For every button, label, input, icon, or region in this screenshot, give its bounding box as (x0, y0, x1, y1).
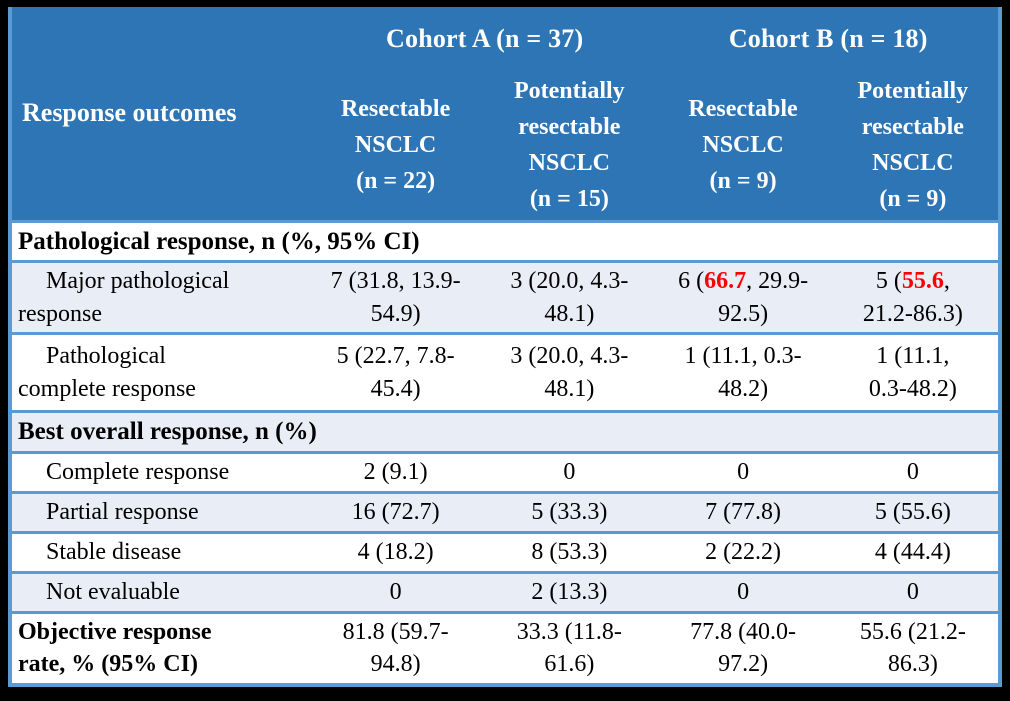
section-row-pathological-response: Pathological response, n (%, 95% CI) (10, 221, 1000, 262)
table-row-stable-disease: Stable disease 4 (18.2) 8 (53.3) 2 (22.2… (10, 532, 1000, 573)
black-frame: Response outcomes Cohort A (n = 37) Coho… (8, 7, 1002, 687)
row-label: Pathological complete response (10, 333, 311, 412)
table-row-major-pathological-response: Major pathological response 7 (31.8, 13.… (10, 261, 1000, 334)
data-cell: 1 (11.1, 0.3- 48.2) (658, 333, 828, 412)
data-cell: 5 (55.6, 21.2-86.3) (827, 261, 1000, 334)
subcolumn-header-row: Resectable NSCLC (n = 22) Potentially re… (10, 71, 1000, 221)
data-cell: 4 (18.2) (310, 532, 481, 573)
data-cell: 5 (22.7, 7.8- 45.4) (310, 333, 481, 412)
data-cell: 77.8 (40.0- 97.2) (658, 612, 828, 685)
table-row-complete-response: Complete response 2 (9.1) 0 0 0 (10, 452, 1000, 493)
data-cell: 1 (11.1, 0.3-48.2) (827, 333, 1000, 412)
data-cell: 33.3 (11.8- 61.6) (480, 612, 659, 685)
table-row-pathological-complete-response: Pathological complete response 5 (22.7, … (10, 333, 1000, 412)
column-header-potentially-resectable-b: Potentially resectable NSCLC (n = 9) (827, 71, 1000, 221)
cell-text: 5 ( (875, 268, 902, 295)
cell-text: , 29.9- 92.5) (718, 268, 809, 327)
section-row-best-overall-response: Best overall response, n (%) (10, 411, 1000, 453)
row-label: Partial response (10, 492, 311, 533)
data-cell: 0 (827, 452, 1000, 493)
row-label: Objective response rate, % (95% CI) (10, 612, 311, 685)
row-label: Complete response (10, 452, 311, 493)
table-row-not-evaluable: Not evaluable 0 2 (13.3) 0 0 (10, 572, 1000, 613)
data-cell: 2 (13.3) (480, 572, 659, 613)
highlighted-value: 66.7 (704, 268, 747, 295)
cohort-a-header: Cohort A (n = 37) (310, 7, 659, 71)
data-cell: 0 (480, 452, 659, 493)
data-cell: 16 (72.7) (310, 492, 481, 533)
row-label: Not evaluable (10, 572, 311, 613)
data-cell: 7 (31.8, 13.9- 54.9) (310, 261, 481, 334)
table-row-partial-response: Partial response 16 (72.7) 5 (33.3) 7 (7… (10, 492, 1000, 533)
data-cell: 5 (55.6) (827, 492, 1000, 533)
data-cell: 6 (66.7, 29.9- 92.5) (658, 261, 828, 334)
data-cell: 5 (33.3) (480, 492, 659, 533)
table-row-objective-response-rate: Objective response rate, % (95% CI) 81.8… (10, 612, 1000, 685)
data-cell: 3 (20.0, 4.3- 48.1) (480, 261, 659, 334)
column-header-resectable-b: Resectable NSCLC (n = 9) (658, 71, 828, 221)
row-label: Major pathological response (10, 261, 311, 334)
data-cell: 0 (658, 452, 828, 493)
cohort-header-row: Response outcomes Cohort A (n = 37) Coho… (10, 7, 1000, 221)
data-cell: 7 (77.8) (658, 492, 828, 533)
data-cell: 2 (9.1) (310, 452, 481, 493)
data-cell: 55.6 (21.2- 86.3) (827, 612, 1000, 685)
cell-text: , 21.2-86.3) (862, 268, 963, 327)
table-header: Response outcomes Cohort A (n = 37) Coho… (10, 7, 1000, 221)
cohort-b-header: Cohort B (n = 18) (658, 7, 1000, 71)
response-outcomes-table: Response outcomes Cohort A (n = 37) Coho… (8, 7, 1002, 687)
cell-text: 6 ( (678, 268, 705, 295)
table-body: Pathological response, n (%, 95% CI) Maj… (10, 221, 1000, 685)
data-cell: 2 (22.2) (658, 532, 828, 573)
data-cell: 81.8 (59.7- 94.8) (310, 612, 481, 685)
data-cell: 3 (20.0, 4.3- 48.1) (480, 333, 659, 412)
column-header-potentially-resectable-a: Potentially resectable NSCLC (n = 15) (480, 71, 659, 221)
row-label: Stable disease (10, 532, 311, 573)
data-cell: 4 (44.4) (827, 532, 1000, 573)
data-cell: 0 (658, 572, 828, 613)
data-cell: 0 (310, 572, 481, 613)
column-header-resectable-a: Resectable NSCLC (n = 22) (310, 71, 481, 221)
response-outcomes-header: Response outcomes (10, 7, 311, 221)
section-label: Best overall response, n (%) (10, 411, 1000, 453)
highlighted-value: 55.6 (901, 268, 944, 295)
data-cell: 8 (53.3) (480, 532, 659, 573)
data-cell: 0 (827, 572, 1000, 613)
section-label: Pathological response, n (%, 95% CI) (10, 221, 1000, 262)
